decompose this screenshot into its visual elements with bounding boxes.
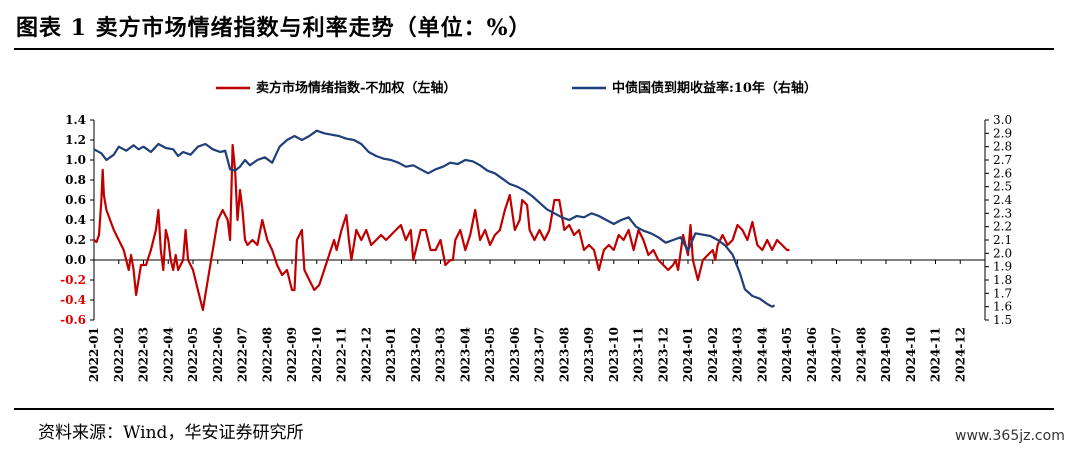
right-tick-label: 3.0 bbox=[993, 113, 1012, 127]
x-tick-label: 2022-11 bbox=[335, 327, 349, 382]
right-tick-label: 2.1 bbox=[993, 233, 1012, 247]
left-tick-label: 0.6 bbox=[65, 193, 86, 207]
x-tick-label: 2023-07 bbox=[533, 327, 547, 382]
left-tick-label: -0.6 bbox=[60, 313, 86, 327]
right-tick-label: 1.8 bbox=[993, 273, 1012, 287]
right-tick-label: 2.6 bbox=[993, 166, 1012, 180]
line-chart: 卖方市场情绪指数-不加权（左轴） 中债国债到期收益率:10年（右轴） 1.4 1.2… bbox=[60, 80, 1012, 382]
x-tick-label: 2023-06 bbox=[508, 327, 522, 382]
x-tick-label: 2023-02 bbox=[409, 327, 423, 382]
x-tick-label: 2022-04 bbox=[161, 327, 175, 382]
x-tick-label: 2024-06 bbox=[805, 327, 819, 382]
x-tick-label: 2022-02 bbox=[112, 327, 126, 382]
title-divider bbox=[14, 48, 1054, 50]
right-tick-label: 2.4 bbox=[993, 193, 1012, 207]
x-tick-label: 2022-09 bbox=[285, 327, 299, 382]
right-tick-label: 2.3 bbox=[993, 206, 1012, 220]
source-divider bbox=[14, 408, 1054, 410]
x-tick-label: 2022-01 bbox=[87, 327, 101, 382]
x-tick-label: 2022-08 bbox=[260, 327, 274, 382]
watermark: www.365jz.com bbox=[955, 428, 1065, 444]
x-tick-label: 2024-09 bbox=[879, 327, 893, 382]
left-tick-label: 1.2 bbox=[65, 133, 86, 147]
right-tick-label: 1.9 bbox=[993, 260, 1012, 274]
legend-label-1: 卖方市场情绪指数-不加权（左轴） bbox=[256, 80, 456, 96]
left-tick-label: -0.4 bbox=[60, 293, 86, 307]
x-tick-label: 2023-12 bbox=[656, 327, 670, 382]
x-tick-label: 2023-11 bbox=[632, 327, 646, 382]
x-tick-label: 2023-03 bbox=[434, 327, 448, 382]
left-tick-label: 0.0 bbox=[65, 253, 86, 267]
source-note: 资料来源：Wind，华安证券研究所 bbox=[38, 423, 304, 443]
chart-title: 图表 1 卖方市场情绪指数与利率走势（单位：%） bbox=[16, 15, 532, 41]
right-tick-label: 1.7 bbox=[993, 286, 1012, 300]
right-tick-label: 2.9 bbox=[993, 126, 1012, 140]
right-tick-label: 1.6 bbox=[993, 300, 1012, 314]
x-tick-label: 2023-08 bbox=[557, 327, 571, 382]
series-line-2 bbox=[93, 129, 776, 308]
legend: 卖方市场情绪指数-不加权（左轴） 中债国债到期收益率:10年（右轴） bbox=[216, 80, 817, 96]
right-tick-label: 2.7 bbox=[993, 153, 1012, 167]
left-tick-label: 1.4 bbox=[65, 113, 86, 127]
left-tick-label: 0.2 bbox=[65, 233, 86, 247]
legend-label-2: 中债国债到期收益率:10年（右轴） bbox=[612, 80, 817, 96]
right-y-axis: 3.02.92.82.72.62.52.42.32.22.12.01.91.81… bbox=[984, 113, 1012, 327]
x-tick-label: 2023-01 bbox=[384, 327, 398, 382]
left-tick-label: -0.2 bbox=[60, 273, 86, 287]
x-tick-label: 2022-07 bbox=[236, 327, 250, 382]
x-tick-label: 2023-05 bbox=[483, 327, 497, 382]
right-tick-label: 2.2 bbox=[993, 220, 1012, 234]
x-tick-label: 2022-05 bbox=[186, 327, 200, 382]
x-tick-label: 2022-06 bbox=[211, 327, 225, 382]
right-tick-label: 2.0 bbox=[993, 246, 1012, 260]
x-tick-label: 2022-03 bbox=[137, 327, 151, 382]
right-tick-label: 2.5 bbox=[993, 180, 1012, 194]
x-tick-label: 2022-10 bbox=[310, 327, 324, 382]
x-tick-label: 2024-11 bbox=[929, 327, 943, 382]
x-tick-label: 2024-03 bbox=[731, 327, 745, 382]
left-tick-label: 0.4 bbox=[65, 213, 86, 227]
left-tick-label: 1.0 bbox=[65, 153, 86, 167]
x-axis: 2022-01 2022-02 2022-03 2022-04 2022-05 2022-… bbox=[87, 259, 985, 382]
x-tick-label: 2024-10 bbox=[904, 327, 918, 382]
right-tick-label: 1.5 bbox=[993, 313, 1012, 327]
right-tick-label: 2.8 bbox=[993, 140, 1012, 154]
x-tick-label: 2024-04 bbox=[755, 327, 769, 382]
x-tick-label: 2024-02 bbox=[706, 327, 720, 382]
series-line-1 bbox=[93, 143, 790, 312]
x-tick-label: 2024-07 bbox=[830, 327, 844, 382]
x-tick-label: 2022-12 bbox=[359, 327, 373, 382]
x-tick-label: 2023-04 bbox=[458, 327, 472, 382]
x-tick-label: 2023-10 bbox=[607, 327, 621, 382]
x-tick-label: 2024-05 bbox=[780, 327, 794, 382]
x-tick-label: 2023-09 bbox=[582, 327, 596, 382]
x-tick-label: 2024-12 bbox=[953, 327, 967, 382]
left-tick-label: 0.8 bbox=[65, 173, 86, 187]
x-tick-label: 2024-01 bbox=[681, 327, 695, 382]
series-group bbox=[93, 129, 790, 312]
x-tick-label: 2024-08 bbox=[854, 327, 868, 382]
left-y-axis: 1.4 1.2 1.0 0.8 0.6 0.4 0.2 0.0 -0.2 -0.4 -0.6 bbox=[60, 113, 95, 327]
